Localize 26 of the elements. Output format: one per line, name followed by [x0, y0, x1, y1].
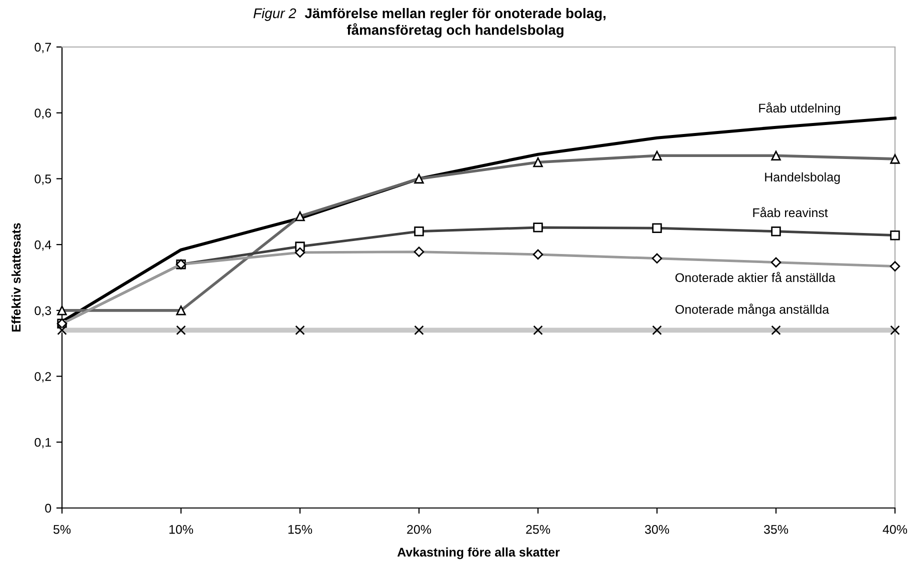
x-axis-title: Avkastning före alla skatter — [397, 547, 560, 560]
series-label: Handelsbolag — [765, 172, 840, 184]
y-tick-label: 0 — [45, 504, 52, 513]
x-tick-label: 20% — [407, 524, 432, 534]
x-tick-label: 30% — [644, 524, 670, 534]
chart-title: Jämförelse mellan regler för onoterade bolag, fåmansföretag och handelsbolag — [304, 8, 606, 38]
series-label: Onoterade många anställda — [675, 304, 830, 316]
x-tick-label: 15% — [288, 525, 312, 534]
y-tick-label: 0,4 — [34, 240, 52, 251]
y-tick-label: 0,7 — [34, 42, 51, 54]
series-label: Onoterade aktier få anställda — [675, 272, 836, 282]
y-tick-label: 0,5 — [34, 174, 52, 185]
y-axis-title: Effektiv skattesats — [11, 223, 21, 332]
series-label: Fåab utdelning — [759, 102, 840, 116]
x-tick-label: 10% — [169, 524, 194, 534]
y-tick-label: 0,6 — [34, 108, 52, 119]
y-tick-label: 0,1 — [34, 438, 51, 448]
y-tick-label: 0,3 — [34, 306, 52, 317]
series-label: Fåab reavinst — [753, 206, 828, 218]
y-tick-label: 0,2 — [34, 372, 51, 382]
x-tick-label: 5% — [53, 525, 71, 534]
chart-subtitle: Figur 2 — [254, 8, 296, 21]
point — [414, 174, 424, 184]
x-tick-label: 35% — [764, 524, 788, 534]
x-tick-label: 40% — [882, 524, 908, 534]
x-tick-label: 25% — [526, 524, 550, 534]
